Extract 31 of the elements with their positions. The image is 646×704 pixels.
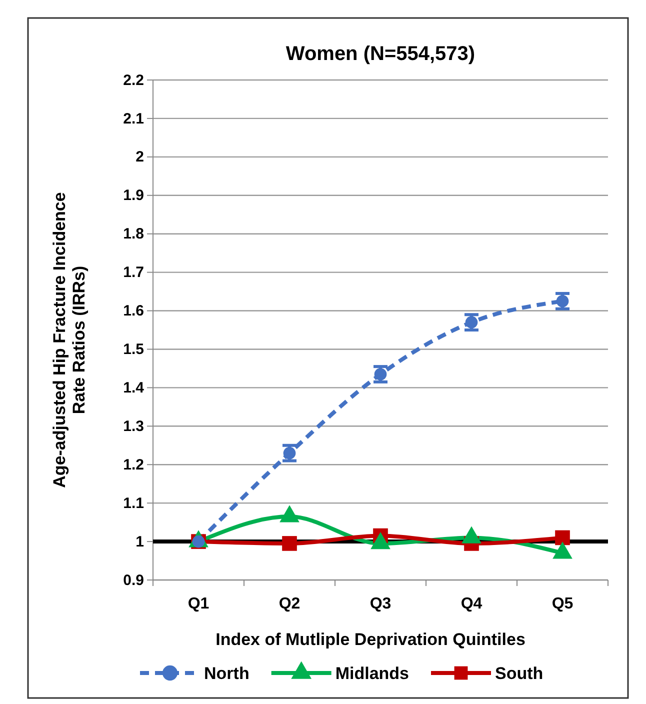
y-tick-label: 0.9 bbox=[123, 572, 144, 589]
point bbox=[556, 294, 569, 308]
x-tick-label: Q5 bbox=[552, 596, 574, 613]
y-tick-label: 1.6 bbox=[123, 302, 144, 320]
point bbox=[465, 316, 478, 328]
y-tick-label: 1.9 bbox=[123, 187, 144, 204]
point bbox=[282, 536, 297, 551]
y-tick-label: 1.5 bbox=[123, 341, 144, 358]
y-tick-label: 1.1 bbox=[123, 494, 144, 512]
point bbox=[555, 530, 570, 546]
y-tick-label: 2.1 bbox=[123, 110, 144, 128]
point bbox=[283, 446, 296, 460]
y-tick-label: 1 bbox=[136, 533, 144, 550]
legend-label: North bbox=[204, 664, 250, 683]
chart-title: Women (N=554,573) bbox=[286, 43, 476, 65]
x-tick-label: Q3 bbox=[370, 596, 392, 613]
x-tick-label: Q4 bbox=[460, 596, 482, 613]
legend-label: South bbox=[495, 664, 544, 683]
y-tick-label: 1.2 bbox=[123, 456, 144, 474]
y-tick-label: 1.4 bbox=[123, 379, 145, 396]
y-tick-label: 1.8 bbox=[123, 226, 144, 243]
y-tick-label: 1.7 bbox=[123, 264, 144, 282]
x-tick-label: Q1 bbox=[188, 596, 210, 613]
y-tick-label: 2 bbox=[136, 148, 144, 166]
y-tick-label: 1.3 bbox=[123, 418, 144, 435]
y-tick-label: 2.2 bbox=[123, 72, 144, 89]
legend-label: Midlands bbox=[335, 664, 409, 683]
y-axis-title: Age-adjusted Hip Fracture Incidence Rate Ratios (IRRs) bbox=[50, 192, 89, 488]
x-tick-label: Q2 bbox=[278, 596, 300, 613]
point bbox=[374, 368, 387, 380]
x-axis-title: Index of Mutliple Deprivation Quintiles bbox=[216, 630, 526, 649]
